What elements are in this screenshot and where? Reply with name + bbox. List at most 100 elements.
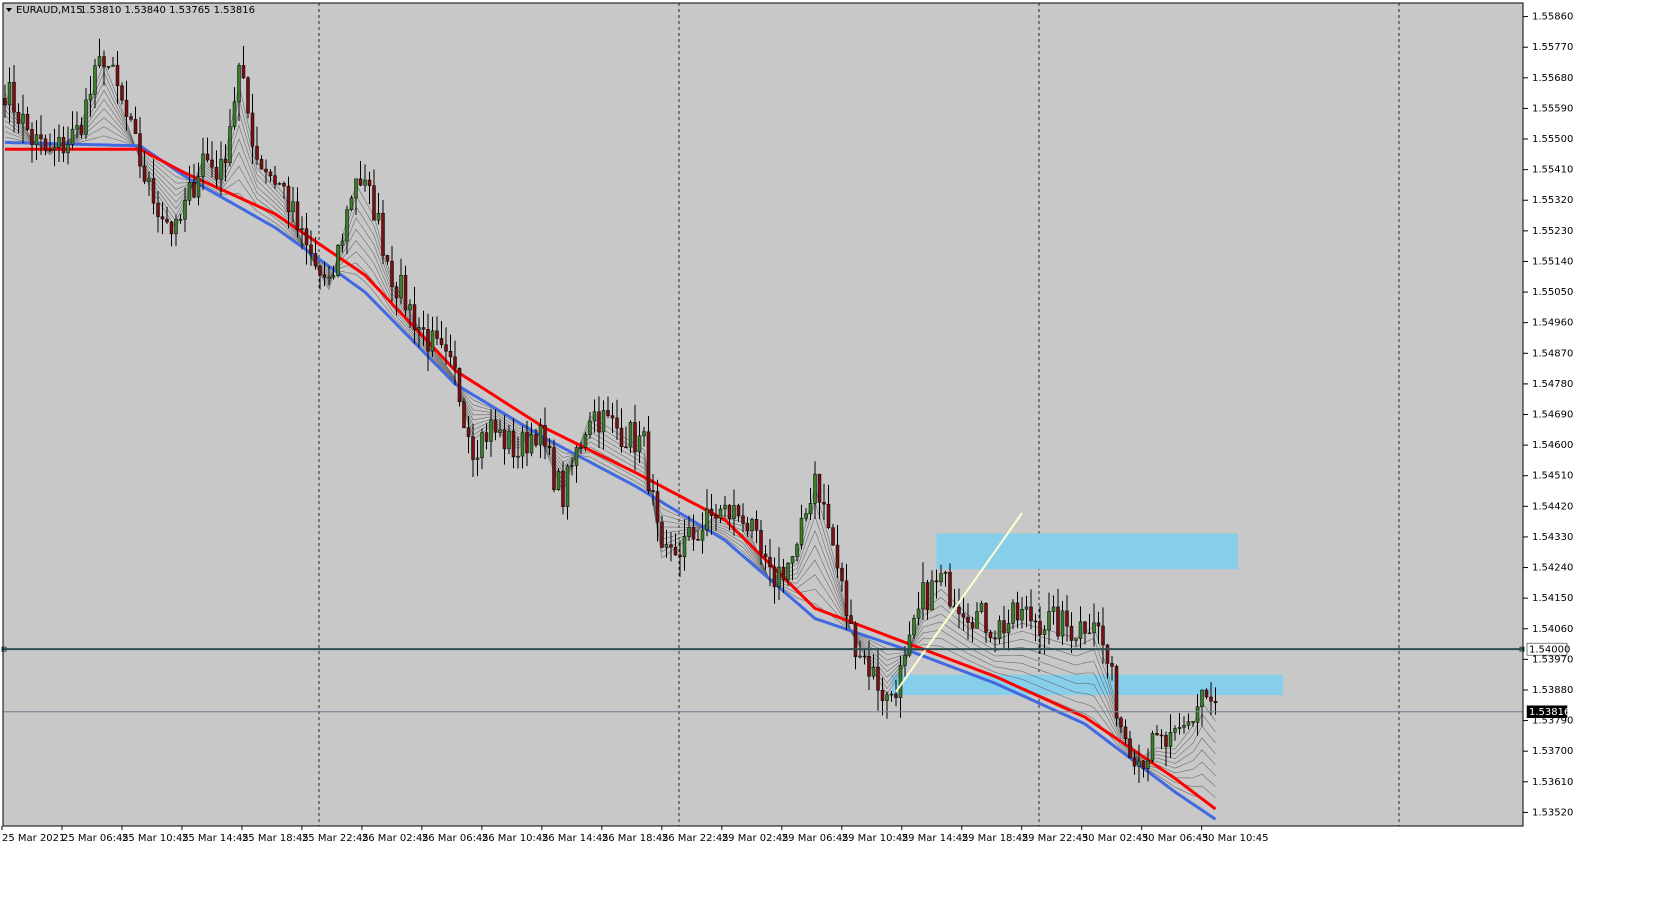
- bullish-candle: [1020, 608, 1024, 621]
- price-tick-label: 1.53700: [1532, 746, 1573, 757]
- bearish-candle: [453, 356, 457, 369]
- bearish-candle: [1119, 717, 1123, 728]
- bearish-candle: [246, 77, 250, 114]
- price-level-tag[interactable]: [1526, 642, 1568, 656]
- dropdown-arrow-icon[interactable]: [6, 8, 12, 12]
- bearish-candle: [1056, 606, 1060, 637]
- time-tick-label: 25 Mar 10:45: [122, 833, 189, 844]
- bullish-candle: [340, 240, 345, 246]
- bullish-candle: [1024, 606, 1029, 610]
- bullish-candle: [903, 654, 907, 666]
- bullish-candle: [228, 126, 232, 163]
- bearish-candle: [1002, 620, 1006, 634]
- price-tick-label: 1.55590: [1532, 103, 1573, 114]
- bearish-candle: [1209, 696, 1213, 702]
- bearish-candle: [1083, 621, 1087, 634]
- bearish-candle: [259, 158, 264, 170]
- bearish-candle: [1191, 721, 1195, 723]
- bearish-candle: [165, 218, 169, 223]
- bullish-candle: [1006, 623, 1011, 634]
- bearish-candle: [709, 508, 714, 516]
- bullish-candle: [52, 147, 57, 151]
- bullish-candle: [538, 425, 543, 446]
- bullish-candle: [1182, 725, 1186, 728]
- bearish-candle: [534, 434, 538, 446]
- time-tick-label: 25 Mar 22:45: [302, 833, 369, 844]
- bearish-candle: [12, 81, 16, 113]
- price-axis[interactable]: 1.55860 1.55770 1.55680 1.55590 1.55500 1.554…: [1523, 12, 1573, 819]
- bullish-candle: [943, 571, 948, 574]
- bearish-candle: [957, 606, 961, 614]
- time-tick-label: 26 Mar 22:45: [662, 833, 729, 844]
- bullish-candle: [813, 473, 817, 504]
- time-tick-label: 30 Mar 06:45: [1142, 833, 1209, 844]
- bullish-candle: [183, 200, 187, 220]
- bearish-candle: [961, 613, 966, 618]
- bearish-candle: [372, 185, 376, 221]
- bearish-candle: [660, 521, 664, 548]
- bearish-candle: [610, 415, 615, 419]
- bearish-candle: [390, 260, 394, 288]
- bearish-candle: [43, 138, 48, 151]
- bullish-candle: [723, 504, 727, 510]
- trend-line[interactable]: [895, 512, 1023, 693]
- bullish-candle: [75, 125, 79, 130]
- bullish-candle: [354, 178, 358, 199]
- trend-lines[interactable]: [895, 512, 1023, 693]
- bearish-candle: [934, 580, 939, 583]
- price-level-tag[interactable]: [1526, 705, 1568, 718]
- bullish-candle: [1060, 610, 1065, 637]
- bearish-candle: [862, 655, 867, 658]
- bullish-candle: [237, 65, 241, 103]
- bearish-candle: [741, 515, 745, 524]
- bearish-candle: [894, 693, 898, 698]
- time-tick-label: 26 Mar 10:45: [482, 833, 549, 844]
- bearish-candle: [484, 432, 489, 442]
- bullish-candle: [858, 655, 862, 658]
- bullish-candle: [601, 410, 606, 433]
- bearish-candle: [727, 504, 732, 519]
- bearish-candle: [214, 166, 219, 180]
- price-tick-label: 1.54060: [1532, 624, 1573, 635]
- price-tick-label: 1.55500: [1532, 134, 1573, 145]
- bearish-candle: [102, 56, 106, 68]
- bearish-candle: [16, 111, 21, 124]
- bullish-candle: [930, 580, 934, 611]
- bearish-candle: [142, 165, 147, 182]
- bullish-candle: [1137, 760, 1141, 767]
- bullish-candle: [1173, 728, 1177, 733]
- bearish-candle: [547, 445, 552, 449]
- ma-ribbon-line: [4, 108, 1216, 776]
- bearish-candle: [552, 447, 556, 490]
- bullish-candle: [111, 64, 115, 67]
- bearish-candle: [817, 473, 822, 503]
- bullish-candle: [516, 455, 520, 458]
- price-tick-label: 1.54600: [1532, 440, 1573, 451]
- bullish-candle: [799, 518, 804, 545]
- bullish-candle: [1186, 721, 1191, 726]
- bearish-candle: [763, 553, 768, 558]
- horizontal-levels[interactable]: [1, 646, 1525, 713]
- bearish-candle: [1123, 726, 1128, 740]
- price-tick-label: 1.54960: [1532, 318, 1573, 329]
- bearish-candle: [1038, 621, 1042, 635]
- bearish-candle: [502, 429, 507, 450]
- bearish-candle: [988, 632, 993, 639]
- bearish-candle: [1155, 733, 1159, 736]
- bearish-candle: [1141, 760, 1146, 769]
- level-anchor-handle[interactable]: [1519, 646, 1525, 652]
- bullish-candle: [718, 508, 723, 519]
- level-anchor-handle[interactable]: [1, 646, 7, 652]
- bullish-candle: [399, 274, 403, 299]
- bullish-candle: [66, 144, 70, 154]
- bullish-candle: [871, 666, 876, 677]
- bearish-candle: [768, 556, 772, 568]
- price-tick-label: 1.53970: [1532, 654, 1573, 665]
- bullish-candle: [430, 330, 435, 352]
- bearish-candle: [426, 329, 430, 352]
- bullish-candle: [939, 573, 943, 583]
- bullish-candle: [475, 457, 480, 460]
- price-tick-label: 1.55680: [1532, 73, 1573, 84]
